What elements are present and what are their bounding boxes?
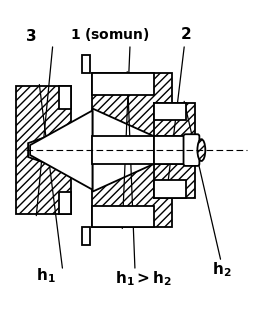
Bar: [92, 205, 154, 227]
Bar: [71, 127, 92, 173]
FancyBboxPatch shape: [183, 134, 199, 166]
Bar: [154, 180, 186, 198]
Text: $\mathbf{3}$: $\mathbf{3}$: [25, 28, 37, 44]
Polygon shape: [28, 128, 71, 172]
Bar: [92, 136, 154, 164]
Bar: [154, 136, 186, 164]
Bar: [59, 86, 71, 108]
Ellipse shape: [197, 139, 205, 161]
Text: $\mathbf{h_1}$: $\mathbf{h_1}$: [36, 266, 56, 285]
Bar: [92, 73, 172, 227]
Text: $\mathbf{h_1}$$\mathbf{>h_2}$: $\mathbf{h_1}$$\mathbf{>h_2}$: [115, 269, 172, 288]
Bar: [154, 103, 186, 120]
Text: $\mathbf{1\ (somun)}$: $\mathbf{1\ (somun)}$: [70, 26, 150, 43]
Polygon shape: [92, 108, 154, 192]
Text: $\mathbf{2}$: $\mathbf{2}$: [180, 26, 191, 42]
Polygon shape: [30, 111, 92, 190]
Bar: [82, 227, 90, 245]
Bar: [154, 103, 196, 198]
Bar: [82, 55, 90, 73]
Bar: [59, 192, 71, 215]
Bar: [71, 136, 92, 164]
Bar: [154, 136, 186, 164]
Bar: [92, 73, 154, 94]
Bar: [16, 86, 71, 215]
Text: $\mathbf{h_2}$: $\mathbf{h_2}$: [212, 261, 232, 279]
